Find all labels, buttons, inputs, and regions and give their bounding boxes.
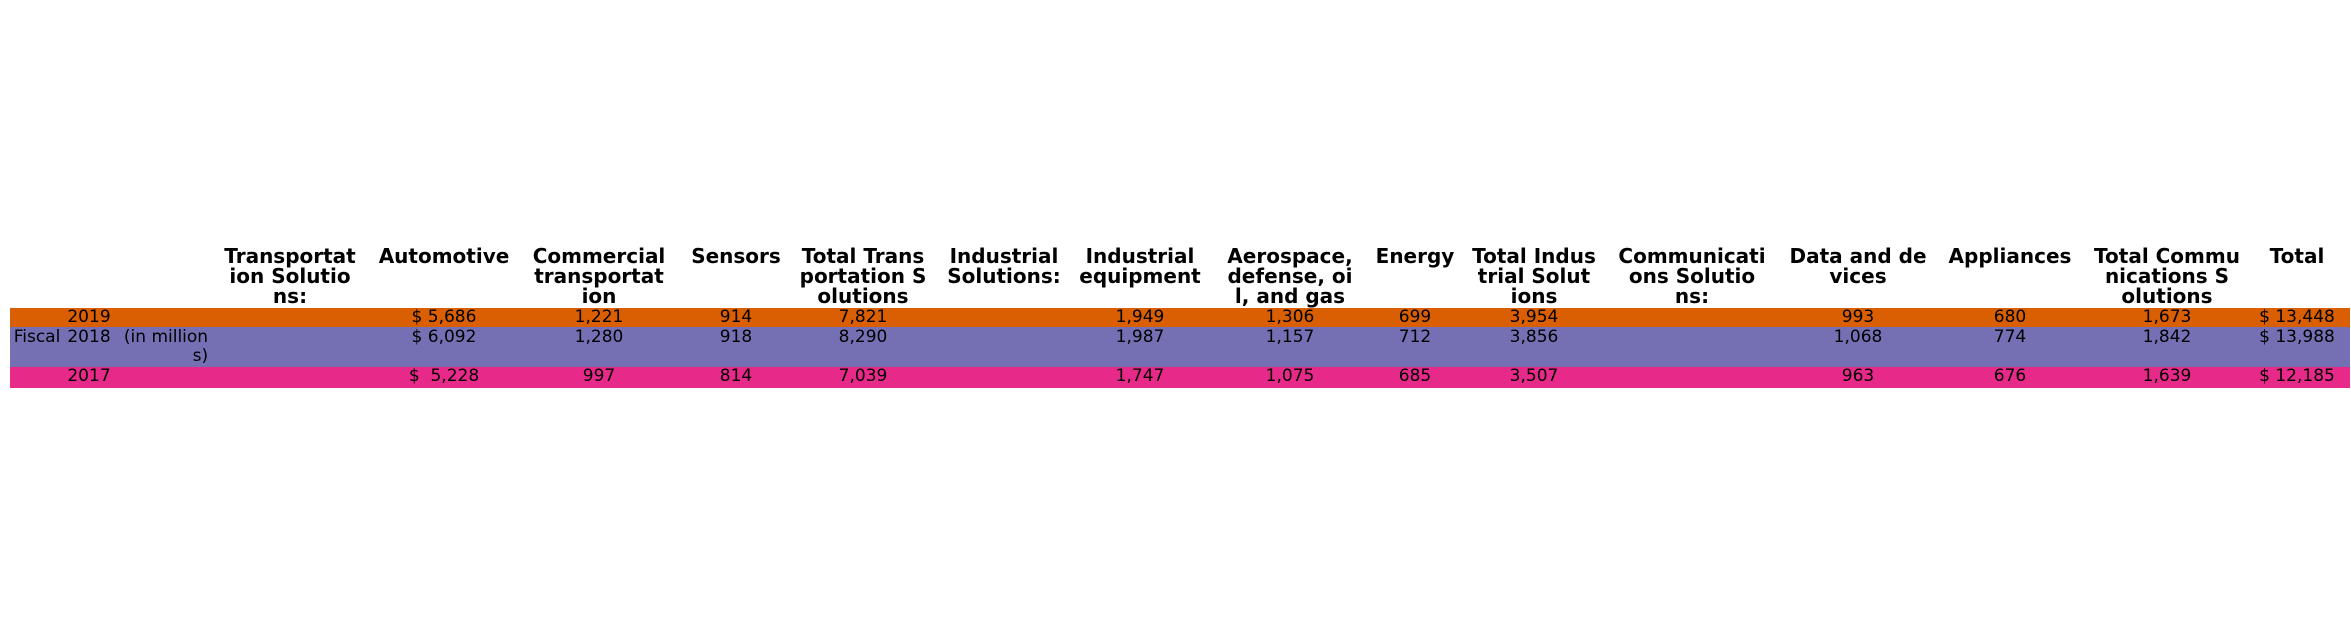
table-cell: 1,221: [574, 307, 624, 327]
column-header: Appliances: [1948, 244, 2072, 268]
table-row: [10, 308, 2350, 327]
column-header: Energy: [1375, 244, 1455, 268]
table-cell: 1,075: [1265, 366, 1315, 386]
table-cell: 676: [1993, 366, 2027, 386]
table-cell: $ 13,988: [2259, 327, 2335, 347]
table-cell: 997: [582, 366, 616, 386]
table-cell: 685: [1398, 366, 1432, 386]
table-cell: 1,068: [1833, 327, 1883, 347]
column-header: Commercial transportat ion: [532, 244, 666, 308]
table-cell: 1,949: [1115, 307, 1165, 327]
table-cell: 1,987: [1115, 327, 1165, 347]
column-header: Data and de vices: [1789, 244, 1927, 288]
table-row: [10, 367, 2350, 388]
table-cell: 7,039: [838, 366, 888, 386]
table-cell: 712: [1398, 327, 1432, 347]
table-cell: 918: [719, 327, 753, 347]
table-cell: $ 6,092: [411, 327, 477, 347]
fiscal-label: Fiscal: [13, 327, 61, 347]
table-cell: 993: [1841, 307, 1875, 327]
table-cell: 8,290: [838, 327, 888, 347]
table-cell: 1,157: [1265, 327, 1315, 347]
table-cell: 1,639: [2142, 366, 2192, 386]
table-row: [10, 327, 2350, 367]
column-header: Industrial equipment: [1079, 244, 1201, 288]
table-cell: 774: [1993, 327, 2027, 347]
table-cell: 1,673: [2142, 307, 2192, 327]
table-cell: 963: [1841, 366, 1875, 386]
table-cell: 1,842: [2142, 327, 2192, 347]
table-cell: $ 5,228: [408, 366, 480, 386]
year-label: 2019: [67, 307, 111, 327]
column-header: Automotive: [378, 244, 510, 268]
year-label: 2017: [67, 366, 111, 386]
table-cell: 1,280: [574, 327, 624, 347]
table-cell: 3,954: [1509, 307, 1559, 327]
table-cell: 3,507: [1509, 366, 1559, 386]
table-cell: 1,306: [1265, 307, 1315, 327]
column-header: Sensors: [691, 244, 781, 268]
table-cell: 7,821: [838, 307, 888, 327]
table-cell: $ 5,686: [411, 307, 477, 327]
column-header: Communicati ons Solutio ns:: [1618, 244, 1766, 308]
column-header: Total Indus trial Solut ions: [1472, 244, 1596, 308]
table-cell: 680: [1993, 307, 2027, 327]
year-label: 2018: [67, 327, 111, 347]
column-header: Total: [2269, 244, 2325, 268]
unit-label: (in million s): [123, 327, 209, 366]
table-cell: $ 12,185: [2259, 366, 2335, 386]
column-header: Total Commu nications S olutions: [2094, 244, 2240, 308]
table-cell: 699: [1398, 307, 1432, 327]
table-cell: $ 13,448: [2259, 307, 2335, 327]
table-cell: 814: [719, 366, 753, 386]
column-header: Aerospace, defense, oi l, and gas: [1227, 244, 1353, 308]
column-header: Industrial Solutions:: [947, 244, 1061, 288]
column-header: Total Trans portation S olutions: [799, 244, 927, 308]
table-cell: 3,856: [1509, 327, 1559, 347]
table-cell: 914: [719, 307, 753, 327]
column-header: Transportat ion Solutio ns:: [224, 244, 356, 308]
table-cell: 1,747: [1115, 366, 1165, 386]
